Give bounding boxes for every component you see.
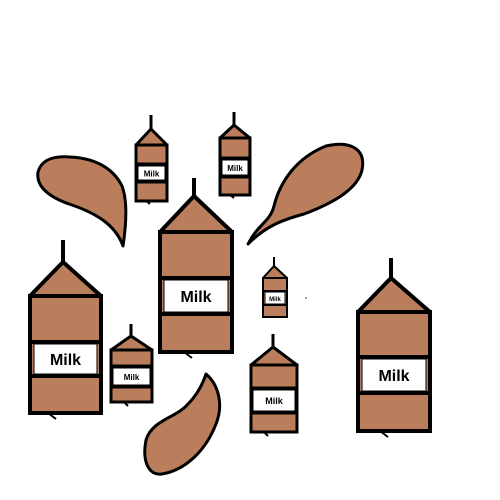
milk-carton: Milk (356, 258, 432, 438)
milk-carton: Milk (28, 240, 103, 420)
milk-carton-label: Milk (124, 373, 140, 382)
milk-carton-label: Milk (144, 170, 160, 179)
milk-carton: Milk (262, 257, 288, 318)
milk-carton-label: Milk (265, 396, 283, 406)
milk-carton: Milk (249, 334, 299, 437)
milk-carton: Milk (218, 112, 252, 199)
milk-carton-label: Milk (269, 297, 281, 303)
milk-splash-upper-right (246, 142, 365, 246)
milk-carton: Milk (109, 324, 154, 407)
speck (305, 297, 307, 299)
milk-carton-label: Milk (378, 368, 409, 385)
milk-carton-label: Milk (180, 289, 211, 306)
milk-carton-label: Milk (227, 164, 243, 173)
milk-splash-upper-left (36, 155, 128, 248)
milk-carton: Milk (134, 115, 169, 205)
milk-carton: Milk (158, 178, 234, 359)
milk-splash-bottom (143, 372, 222, 476)
milk-carton-label: Milk (50, 352, 81, 369)
